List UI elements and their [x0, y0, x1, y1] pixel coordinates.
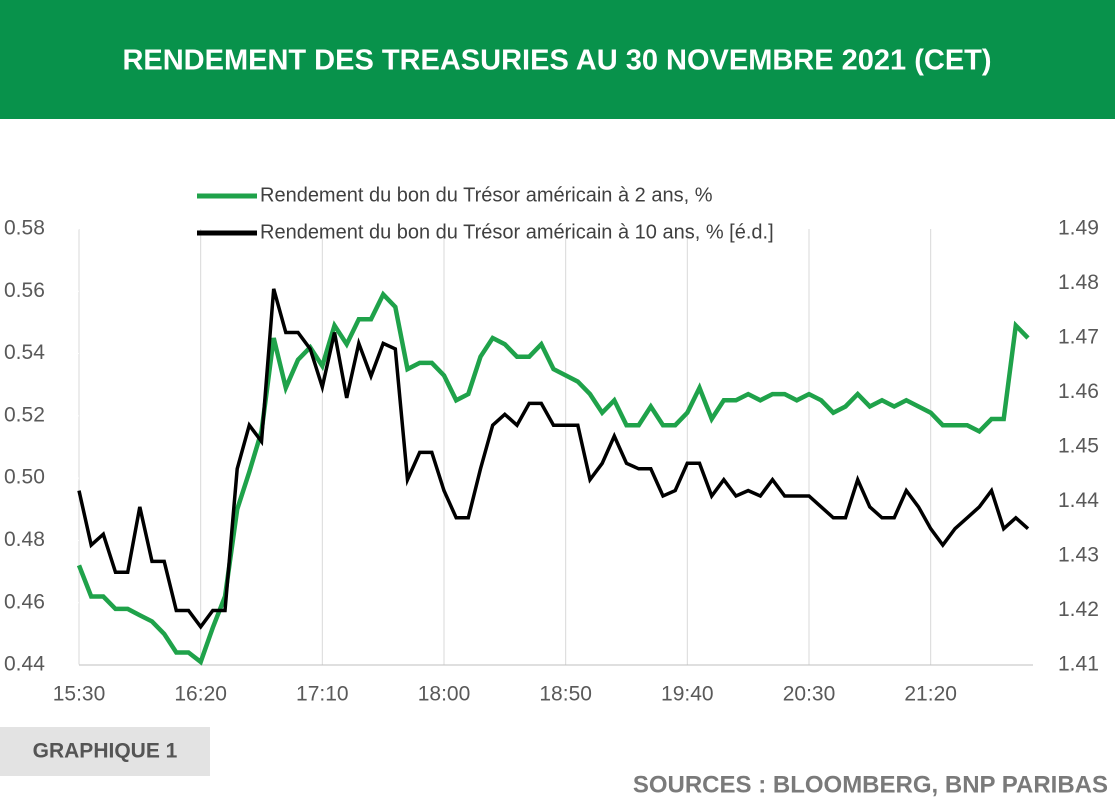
y-tick-label: 0.58 — [4, 217, 45, 240]
x-tick-label: 21:20 — [904, 683, 957, 706]
label-box — [0, 727, 210, 776]
legend-label: Rendement du bon du Trésor américain à 2… — [260, 184, 713, 206]
x-tick-label: 18:00 — [418, 683, 471, 706]
x-tick-label: 19:40 — [661, 683, 714, 706]
x-tick-label: 18:50 — [539, 683, 592, 706]
x-tick-label: 15:30 — [53, 683, 106, 706]
y-tick-label: 0.48 — [4, 528, 45, 551]
y-tick-label: 0.44 — [4, 653, 45, 676]
title-bar — [0, 0, 1115, 119]
y-tick-label: 0.54 — [4, 341, 45, 364]
y2-tick-label: 1.49 — [1058, 217, 1099, 240]
series-line — [76, 290, 1030, 666]
y-tick-label: 0.50 — [4, 466, 45, 489]
x-tick-label: 20:30 — [783, 683, 836, 706]
y-tick-label: 0.52 — [4, 403, 45, 426]
y-tick-label: 0.56 — [4, 279, 45, 302]
chart-label: GRAPHIQUE 1 — [33, 740, 178, 763]
x-tick-label: 17:10 — [296, 683, 349, 706]
y2-tick-label: 1.42 — [1058, 598, 1099, 621]
legend-label: Rendement du bon du Trésor américain à 1… — [260, 221, 774, 243]
y2-tick-label: 1.47 — [1058, 326, 1099, 349]
y2-tick-label: 1.44 — [1058, 489, 1099, 512]
y2-tick-label: 1.48 — [1058, 271, 1099, 294]
y2-tick-label: 1.43 — [1058, 544, 1099, 567]
y-tick-label: 0.46 — [4, 590, 45, 613]
chart-title: RENDEMENT DES TREASURIES AU 30 NOVEMBRE … — [122, 45, 991, 77]
series-line — [77, 288, 1030, 630]
y2-tick-label: 1.41 — [1058, 653, 1099, 676]
source: SOURCES : BLOOMBERG, BNP PARIBAS — [633, 771, 1108, 798]
y2-tick-label: 1.46 — [1058, 380, 1099, 403]
y2-tick-label: 1.45 — [1058, 435, 1099, 458]
x-tick-label: 16:20 — [174, 683, 227, 706]
